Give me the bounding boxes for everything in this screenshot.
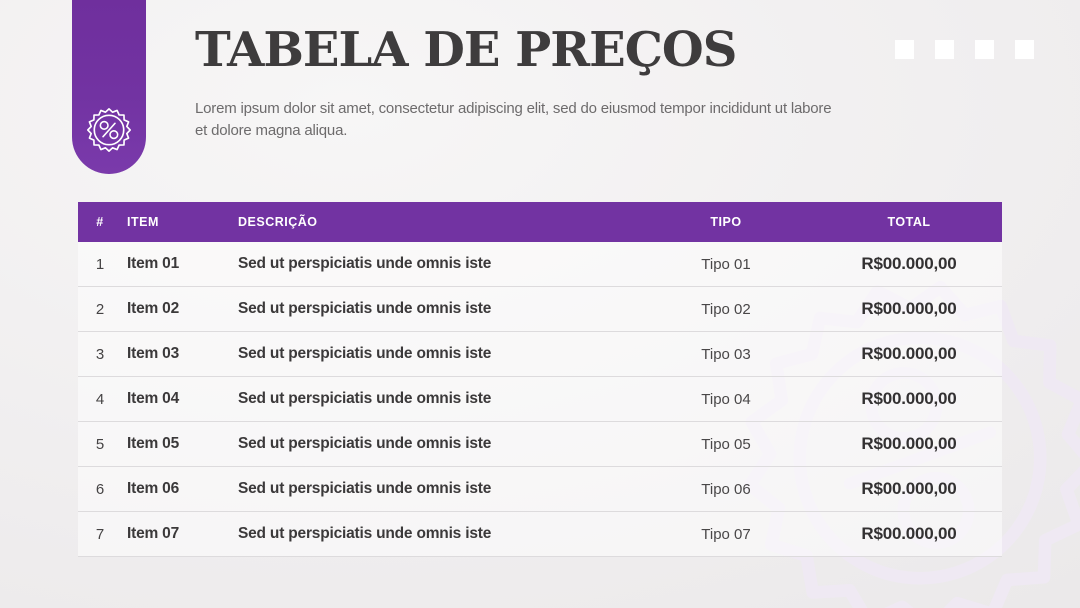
total-cell: R$00.000,00 bbox=[861, 524, 957, 543]
item-cell: Item 05 bbox=[127, 435, 180, 452]
total-cell: R$00.000,00 bbox=[861, 479, 957, 498]
row-number: 7 bbox=[95, 525, 105, 543]
row-number: 5 bbox=[95, 435, 105, 453]
total-cell: R$00.000,00 bbox=[861, 434, 957, 453]
item-cell: Item 06 bbox=[127, 480, 180, 497]
table-row: 2 Item 02 Sed ut perspiciatis unde omnis… bbox=[78, 287, 1002, 332]
description-cell: Sed ut perspiciatis unde omnis iste bbox=[238, 300, 492, 317]
decor-square bbox=[1015, 40, 1034, 59]
col-header-total: TOTAL bbox=[887, 215, 931, 229]
description-cell: Sed ut perspiciatis unde omnis iste bbox=[238, 390, 492, 407]
decor-square bbox=[975, 40, 994, 59]
table-row: 3 Item 03 Sed ut perspiciatis unde omnis… bbox=[78, 332, 1002, 377]
tipo-cell: Tipo 06 bbox=[701, 480, 751, 498]
description-cell: Sed ut perspiciatis unde omnis iste bbox=[238, 480, 492, 497]
page-title: TABELA DE PREÇOS bbox=[195, 22, 737, 78]
col-header-description: DESCRIÇÃO bbox=[238, 215, 318, 229]
header-block: TABELA DE PREÇOS Lorem ipsum dolor sit a… bbox=[195, 22, 835, 141]
description-cell: Sed ut perspiciatis unde omnis iste bbox=[238, 525, 492, 542]
row-number: 4 bbox=[95, 390, 105, 408]
price-table: # ITEM DESCRIÇÃO TIPO TOTAL 1 Item 01 Se… bbox=[78, 202, 1002, 557]
row-number: 1 bbox=[95, 255, 105, 273]
table-row: 5 Item 05 Sed ut perspiciatis unde omnis… bbox=[78, 422, 1002, 467]
total-cell: R$00.000,00 bbox=[861, 299, 957, 318]
col-header-item: ITEM bbox=[127, 215, 159, 229]
decor-squares bbox=[895, 40, 1034, 59]
percent-seal-icon bbox=[87, 108, 131, 152]
col-header-number: # bbox=[96, 215, 104, 229]
tipo-cell: Tipo 02 bbox=[701, 300, 751, 318]
description-cell: Sed ut perspiciatis unde omnis iste bbox=[238, 345, 492, 362]
tipo-cell: Tipo 05 bbox=[701, 435, 751, 453]
tipo-cell: Tipo 04 bbox=[701, 390, 751, 408]
subtitle-text: Lorem ipsum dolor sit amet, consectetur … bbox=[195, 99, 832, 139]
item-cell: Item 01 bbox=[127, 255, 180, 272]
tipo-cell: Tipo 07 bbox=[701, 525, 751, 543]
total-cell: R$00.000,00 bbox=[861, 389, 957, 408]
total-cell: R$00.000,00 bbox=[861, 254, 957, 273]
total-cell: R$00.000,00 bbox=[861, 344, 957, 363]
col-header-tipo: TIPO bbox=[710, 215, 742, 229]
item-cell: Item 03 bbox=[127, 345, 180, 362]
table-row: 4 Item 04 Sed ut perspiciatis unde omnis… bbox=[78, 377, 1002, 422]
item-cell: Item 02 bbox=[127, 300, 180, 317]
tipo-cell: Tipo 01 bbox=[701, 255, 751, 273]
row-number: 6 bbox=[95, 480, 105, 498]
table-row: 6 Item 06 Sed ut perspiciatis unde omnis… bbox=[78, 467, 1002, 512]
row-number: 2 bbox=[95, 300, 105, 318]
decor-square bbox=[895, 40, 914, 59]
item-cell: Item 04 bbox=[127, 390, 180, 407]
table-row: 1 Item 01 Sed ut perspiciatis unde omnis… bbox=[78, 242, 1002, 287]
description-cell: Sed ut perspiciatis unde omnis iste bbox=[238, 255, 492, 272]
table-row: 7 Item 07 Sed ut perspiciatis unde omnis… bbox=[78, 512, 1002, 557]
row-number: 3 bbox=[95, 345, 105, 363]
decor-square bbox=[935, 40, 954, 59]
item-cell: Item 07 bbox=[127, 525, 180, 542]
accent-ribbon bbox=[72, 0, 146, 174]
tipo-cell: Tipo 03 bbox=[701, 345, 751, 363]
description-cell: Sed ut perspiciatis unde omnis iste bbox=[238, 435, 492, 452]
table-header-row: # ITEM DESCRIÇÃO TIPO TOTAL bbox=[78, 202, 1002, 242]
